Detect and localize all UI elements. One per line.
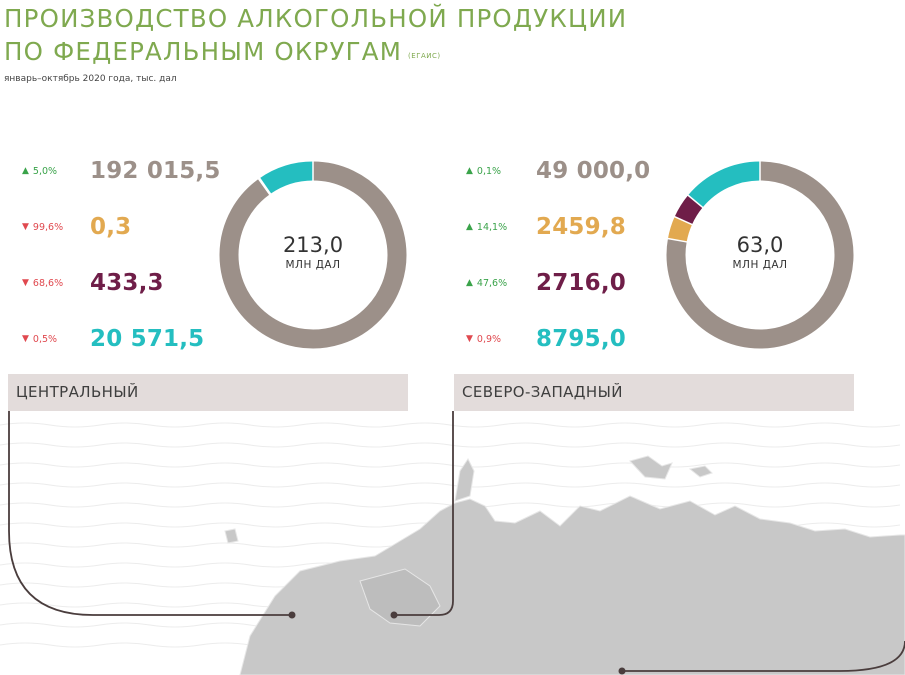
change-value: 14,1% (476, 221, 508, 233)
change-indicator: ▼ 68,6% (22, 278, 84, 289)
russia-map (0, 411, 905, 675)
volume-value: 0,3 (90, 214, 132, 240)
region-banner-northwest: СЕВЕРО-ЗАПАДНЫЙ (454, 374, 854, 411)
donut-chart-central (219, 160, 407, 349)
donut-slice-0 (666, 161, 854, 349)
donut-slice-1 (667, 216, 693, 243)
subtitle: январь–октябрь 2020 года, тыс. дал (4, 74, 177, 84)
slice-separator (666, 237, 688, 243)
change-indicator: ▼ 0,9% (466, 334, 528, 345)
volume-value: 2459,8 (536, 214, 626, 240)
volume-value: 2716,0 (536, 270, 626, 296)
title-line-2-text: ПО ФЕДЕРАЛЬНЫМ ОКРУГАМ (4, 37, 403, 66)
arrow-icon: ▲ (466, 166, 473, 176)
total-unit: МЛН ДАЛ (732, 259, 788, 271)
donut-center-northwest: 63,0 МЛН ДАЛ (700, 233, 820, 271)
change-value: 0,5% (32, 333, 58, 345)
total-value: 213,0 (282, 233, 344, 257)
connector-dot-central (288, 611, 296, 619)
volume-value: 192 015,5 (90, 158, 221, 184)
connector-lines (8, 411, 905, 672)
change-value: 5,0% (32, 165, 58, 177)
stat-row-central-2: ▼ 68,6% 433,3 (22, 270, 164, 296)
volume-value: 49 000,0 (536, 158, 651, 184)
change-value: 68,6% (32, 277, 64, 289)
arrow-icon: ▲ (466, 278, 473, 288)
slice-separator (673, 215, 694, 226)
donut-slice-0 (219, 161, 407, 349)
stat-row-northwest-3: ▼ 0,9% 8795,0 (466, 326, 626, 352)
arrow-icon: ▼ (22, 222, 29, 232)
donut-chart-northwest (666, 160, 854, 349)
total-value: 63,0 (736, 233, 784, 257)
arrow-icon: ▼ (22, 334, 29, 344)
arrow-icon: ▼ (22, 278, 29, 288)
total-unit: МЛН ДАЛ (285, 259, 341, 271)
stat-row-central-1: ▼ 99,6% 0,3 (22, 214, 131, 240)
change-indicator: ▲ 0,1% (466, 166, 528, 177)
change-indicator: ▼ 99,6% (22, 222, 84, 233)
region-banner-central: ЦЕНТРАЛЬНЫЙ (8, 374, 408, 411)
volume-value: 433,3 (90, 270, 164, 296)
change-value: 99,6% (32, 221, 64, 233)
change-value: 47,6% (476, 277, 508, 289)
stat-row-central-0: ▲ 5,0% 192 015,5 (22, 158, 221, 184)
change-indicator: ▲ 5,0% (22, 166, 84, 177)
volume-value: 20 571,5 (90, 326, 205, 352)
stat-row-northwest-2: ▲ 47,6% 2716,0 (466, 270, 626, 296)
change-value: 0,1% (476, 165, 502, 177)
donut-center-central: 213,0 МЛН ДАЛ (253, 233, 373, 271)
stat-row-northwest-1: ▲ 14,1% 2459,8 (466, 214, 626, 240)
page-title: ПРОИЗВОДСТВО АЛКОГОЛЬНОЙ ПРОДУКЦИИ ПО ФЕ… (4, 2, 627, 73)
change-indicator: ▲ 14,1% (466, 222, 528, 233)
connector-dot-northwest (390, 611, 398, 619)
change-indicator: ▼ 0,5% (22, 334, 84, 345)
arrow-icon: ▼ (466, 334, 473, 344)
donut-slice-3 (688, 161, 761, 208)
donut-slice-3 (259, 161, 314, 194)
source-tag: (ЕГАИС) (408, 52, 441, 60)
slice-separator (686, 194, 704, 209)
landmass (224, 455, 905, 675)
slice-separator (257, 177, 271, 196)
arrow-icon: ▲ (466, 222, 473, 232)
stat-row-central-3: ▼ 0,5% 20 571,5 (22, 326, 204, 352)
title-line-2: ПО ФЕДЕРАЛЬНЫМ ОКРУГАМ (ЕГАИС) (4, 35, 627, 73)
donut-slice-2 (674, 195, 703, 225)
title-line-1: ПРОИЗВОДСТВО АЛКОГОЛЬНОЙ ПРОДУКЦИИ (4, 4, 628, 33)
change-indicator: ▲ 47,6% (466, 278, 528, 289)
connector-dot-next (618, 667, 626, 675)
volume-value: 8795,0 (536, 326, 626, 352)
slice-separator (258, 176, 272, 196)
arrow-icon: ▲ (22, 166, 29, 176)
change-value: 0,9% (476, 333, 502, 345)
stat-row-northwest-0: ▲ 0,1% 49 000,0 (466, 158, 650, 184)
